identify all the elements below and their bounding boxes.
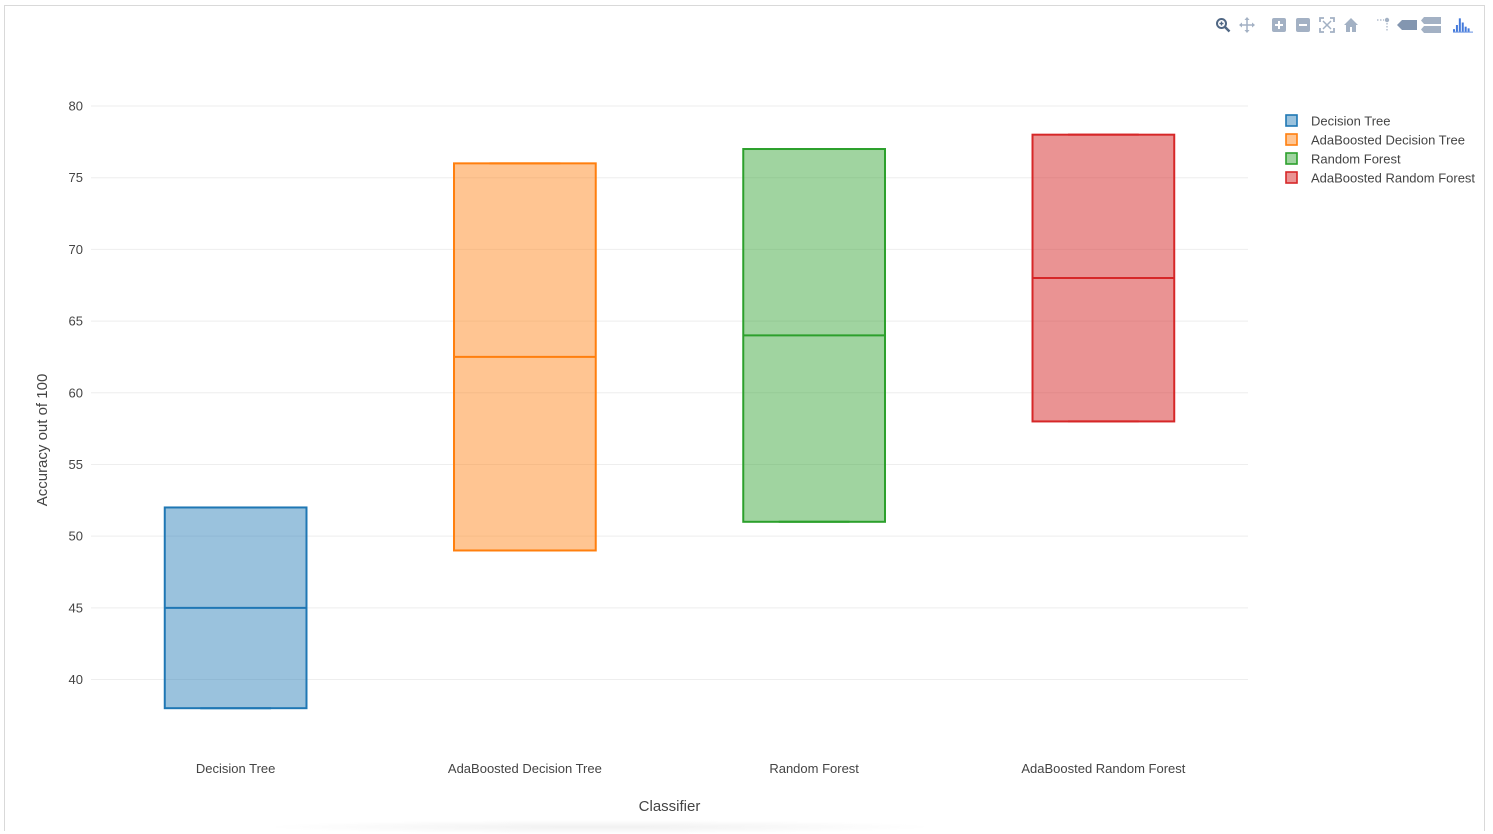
- y-tick-label: 50: [69, 529, 83, 544]
- y-tick-label: 55: [69, 457, 83, 472]
- y-axis-title: Accuracy out of 100: [34, 374, 51, 507]
- y-tick-label: 75: [69, 170, 83, 185]
- legend-swatch: [1285, 133, 1298, 146]
- zoom-out-icon: [1296, 18, 1310, 32]
- legend-swatch: [1285, 152, 1298, 165]
- autoscale-button[interactable]: [1317, 16, 1337, 34]
- y-tick-label: 40: [69, 672, 83, 687]
- pan-icon: [1239, 17, 1255, 33]
- reset-axes-button[interactable]: [1341, 16, 1361, 34]
- home-icon: [1344, 18, 1358, 32]
- x-tick-label: Decision Tree: [196, 761, 275, 776]
- box-plot-chart: 40 45 50 55 60 65 70 75 80 Decision Tree AdaBoost…: [34, 99, 1475, 816]
- x-axis-title: Classifier: [639, 798, 701, 815]
- box-adaboosted-decision-tree: [453, 162, 597, 552]
- legend-label: AdaBoosted Decision Tree: [1311, 133, 1465, 148]
- legend-item[interactable]: Random Forest: [1285, 152, 1401, 167]
- legend-item[interactable]: Decision Tree: [1285, 114, 1390, 129]
- zoom-button[interactable]: [1213, 16, 1233, 34]
- y-tick-label: 65: [69, 314, 83, 329]
- pan-button[interactable]: [1237, 16, 1257, 34]
- y-tick-label: 60: [69, 385, 83, 400]
- y-tick-label: 70: [69, 242, 83, 257]
- modebar: [1213, 16, 1477, 34]
- box-adaboosted-random-forest: [1031, 133, 1176, 423]
- y-axis-ticks: 40 45 50 55 60 65 70 75 80: [69, 99, 83, 688]
- hover-compare-icon: [1421, 17, 1441, 33]
- zoom-out-button[interactable]: [1293, 16, 1313, 34]
- x-tick-label: Random Forest: [769, 761, 859, 776]
- x-tick-label: AdaBoosted Decision Tree: [448, 761, 602, 776]
- x-axis-ticks: Decision Tree AdaBoosted Decision Tree Ran…: [196, 761, 1186, 776]
- boxes: [163, 133, 1176, 710]
- box-random-forest: [742, 148, 886, 523]
- plot-container: 40 45 50 55 60 65 70 75 80 Decision Tree AdaBoost…: [4, 5, 1485, 831]
- box-decision-tree: [163, 506, 308, 710]
- zoom-in-icon: [1272, 18, 1286, 32]
- hover-closest-button[interactable]: [1397, 16, 1417, 34]
- legend-item[interactable]: AdaBoosted Random Forest: [1285, 171, 1475, 186]
- plotly-logo-link[interactable]: [1453, 16, 1473, 34]
- hover-compare-button[interactable]: [1421, 16, 1441, 34]
- x-tick-label: AdaBoosted Random Forest: [1021, 761, 1185, 776]
- legend-label: AdaBoosted Random Forest: [1311, 171, 1475, 186]
- legend-swatch: [1285, 171, 1298, 184]
- legend-label: Decision Tree: [1311, 114, 1390, 129]
- legend-item[interactable]: AdaBoosted Decision Tree: [1285, 133, 1465, 148]
- hover-closest-icon: [1397, 20, 1417, 30]
- autoscale-icon: [1319, 17, 1335, 33]
- zoom-icon: [1216, 18, 1231, 33]
- bottom-shadow: [260, 820, 940, 834]
- legend-swatch: [1285, 114, 1298, 127]
- spike-lines-icon: [1377, 17, 1390, 31]
- zoom-in-button[interactable]: [1269, 16, 1289, 34]
- legend: Decision Tree AdaBoosted Decision Tree Ran…: [1285, 114, 1475, 186]
- plotly-logo-icon: [1453, 18, 1473, 33]
- spike-lines-button[interactable]: [1373, 16, 1393, 34]
- y-tick-label: 45: [69, 600, 83, 615]
- legend-label: Random Forest: [1311, 152, 1401, 167]
- y-tick-label: 80: [69, 99, 83, 114]
